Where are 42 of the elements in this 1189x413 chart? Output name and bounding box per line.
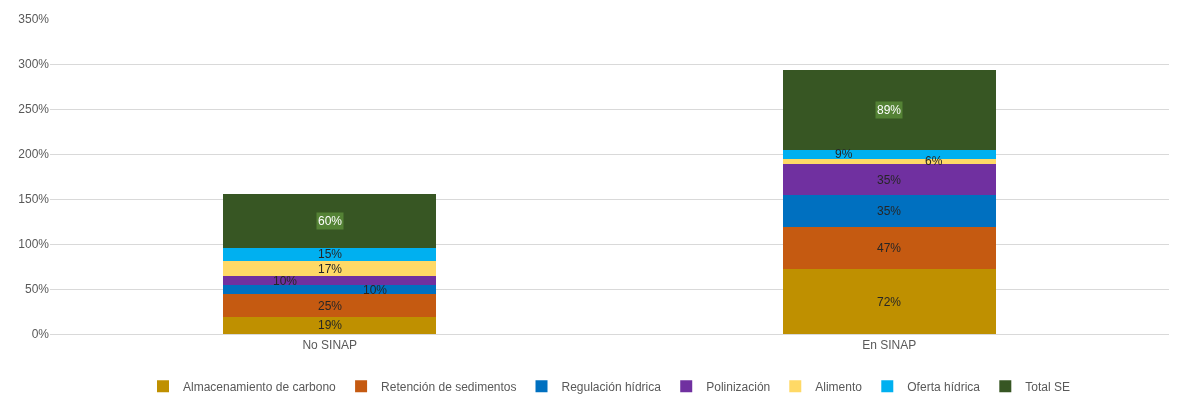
data-label: 72% (877, 295, 902, 309)
y-tick-label: 250% (18, 102, 50, 117)
legend-label: Total SE (1025, 379, 1071, 394)
legend-label: Almacenamiento de carbono (183, 379, 337, 394)
bar (782, 226, 996, 270)
data-label: 47% (877, 241, 902, 255)
data-label: 10% (273, 274, 298, 288)
legend-label: Alimento (815, 379, 863, 394)
x-tick-label: En SINAP (862, 338, 917, 353)
data-label: 10% (363, 283, 388, 297)
bar (223, 193, 437, 248)
y-tick-label: 300% (18, 57, 50, 72)
y-tick-label: 0% (31, 327, 50, 342)
x-tick-label: No SINAP (302, 338, 358, 353)
legend-label: Oferta hídrica (907, 379, 981, 394)
legend-label: Polinización (706, 379, 771, 394)
bar (223, 276, 437, 286)
bar (782, 269, 996, 334)
y-tick-label: 150% (18, 192, 50, 207)
y-tick-label: 200% (18, 147, 50, 162)
data-label: 25% (318, 299, 343, 313)
bar (223, 316, 437, 334)
bar (223, 247, 437, 262)
legend-label: Regulación hídrica (561, 379, 662, 394)
data-label: 60% (318, 214, 343, 228)
data-label: 9% (835, 147, 853, 161)
y-tick-label: 100% (18, 237, 50, 252)
bar (782, 195, 996, 227)
bar (782, 70, 996, 151)
data-label: 35% (877, 204, 902, 218)
legend-label: Retención de sedimentos (381, 379, 517, 394)
bar (223, 285, 437, 295)
bar (223, 294, 437, 317)
y-tick-label: 50% (24, 282, 50, 297)
data-label: 15% (318, 247, 343, 261)
data-label: 19% (318, 318, 343, 332)
bar (782, 163, 996, 196)
data-label: 17% (318, 262, 343, 276)
data-label: 89% (877, 103, 902, 117)
data-label: 35% (877, 173, 902, 187)
bar (223, 261, 437, 277)
y-tick-label: 350% (18, 12, 50, 27)
